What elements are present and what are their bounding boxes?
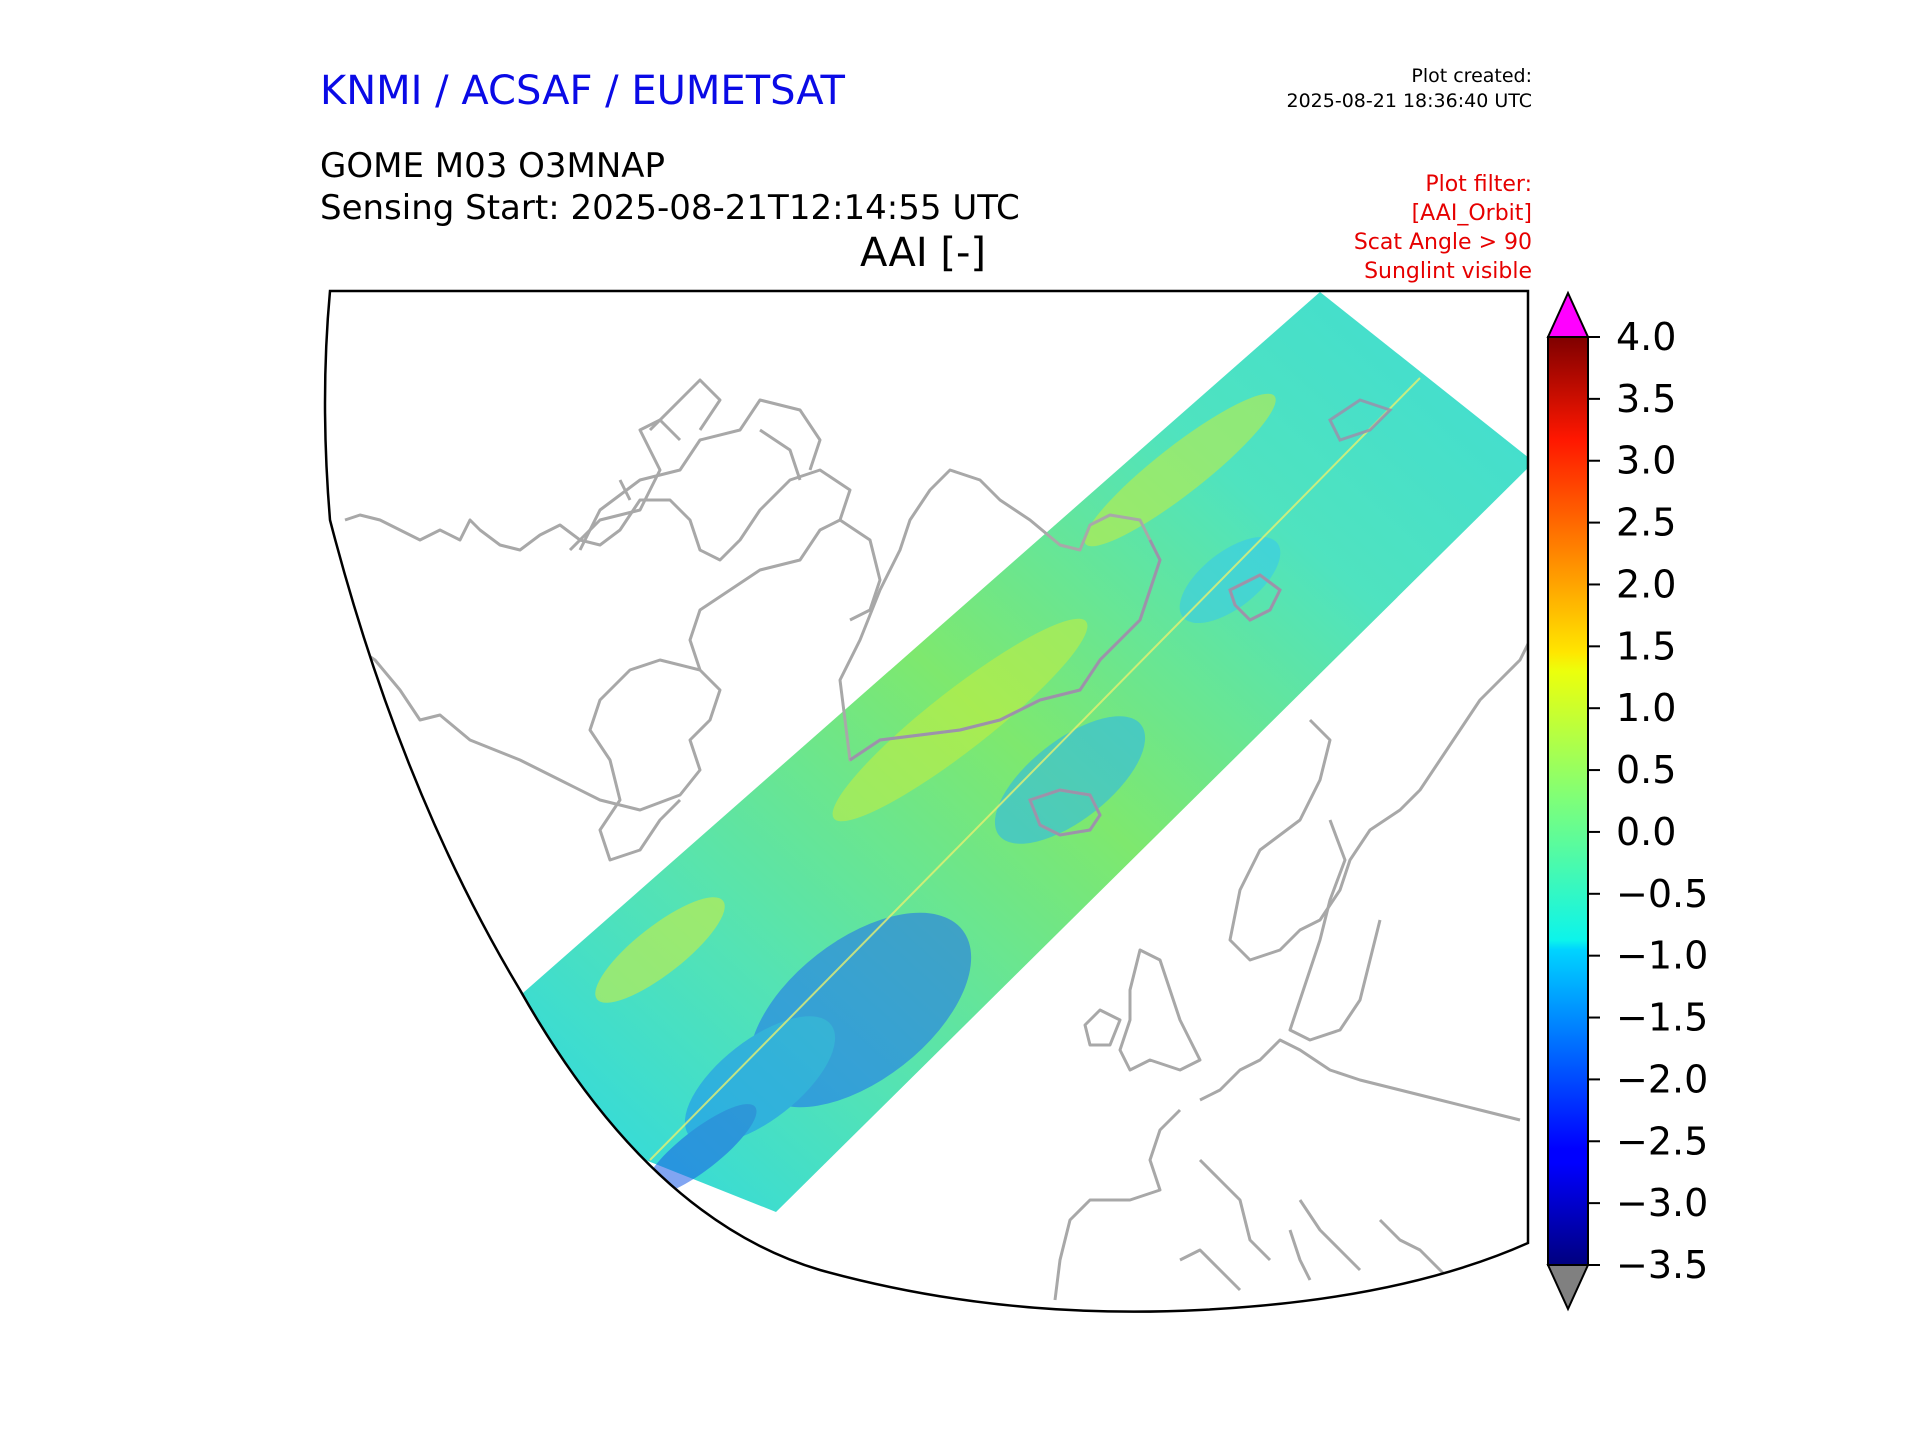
- coast-uk: [1083, 948, 1202, 1072]
- coast-hudson: [588, 658, 701, 862]
- map-area: [325, 291, 1528, 1312]
- plot-created-info: Plot created: 2025-08-21 18:36:40 UTC: [1287, 64, 1533, 114]
- colorbar-tick-label: 0.5: [1616, 748, 1676, 792]
- coast-europe-mainland: [1053, 1038, 1521, 1301]
- plot-created-time: 2025-08-21 18:36:40 UTC: [1286, 90, 1533, 112]
- colorbar-tick-label: 2.5: [1616, 501, 1676, 545]
- coast-north-america: [344, 468, 852, 812]
- colorbar: 4.0 3.5 3.0 2.5 2.0 1.5 1.0 0.5 0.0 −0.5 −1.0 −1.5 −…: [1546, 290, 1708, 1312]
- colorbar-tick-label: −0.5: [1616, 872, 1708, 916]
- colorbar-tick-label: 1.5: [1616, 624, 1676, 668]
- sensing-start: Sensing Start: 2025-08-21T12:14:55 UTC: [320, 188, 1020, 228]
- plot-created-label: Plot created:: [1411, 65, 1532, 87]
- organisation-title: KNMI / ACSAF / EUMETSAT: [320, 68, 845, 114]
- colorbar-tick-label: −3.0: [1616, 1181, 1708, 1225]
- filter-line: Plot filter:: [1425, 172, 1532, 197]
- swath-texture: [595, 393, 1281, 1196]
- variable-title: AAI [-]: [860, 230, 986, 276]
- colorbar-tick-label: −1.0: [1616, 934, 1708, 978]
- filter-line: [AAI_Orbit]: [1411, 201, 1532, 226]
- colorbar-tick-label: 3.0: [1616, 439, 1676, 483]
- filter-line: Sunglint visible: [1364, 259, 1532, 284]
- colorbar-tick-label: −2.5: [1616, 1119, 1708, 1163]
- colorbar-under-arrow: [1546, 1264, 1590, 1312]
- colorbar-tick-label: 2.0: [1616, 562, 1676, 606]
- colorbar-tick-label: 1.0: [1616, 686, 1676, 730]
- coast-alaska-side: [568, 418, 882, 622]
- product-name: GOME M03 O3MNAP: [320, 146, 666, 186]
- colorbar-tick-label: 3.5: [1616, 377, 1676, 421]
- map-boundary: [323, 289, 1530, 1313]
- colorbar-over-arrow: [1546, 290, 1590, 338]
- filter-line: Scat Angle > 90: [1353, 230, 1532, 255]
- plot-filter-info: Plot filter: [AAI_Orbit] Scat Angle > 90…: [1354, 170, 1532, 286]
- swath-coastlines: [849, 398, 1393, 837]
- swath-center-line: [649, 377, 1421, 1161]
- colorbar-tick-label: 0.0: [1616, 810, 1676, 854]
- colorbar-tick-label: −2.0: [1616, 1057, 1708, 1101]
- coast-baltic: [1288, 819, 1382, 1042]
- colorbar-tick-label: −3.5: [1616, 1243, 1708, 1287]
- coast-arctic-islands: [578, 378, 822, 551]
- colorbar-tick-label: 4.0: [1616, 315, 1676, 359]
- colorbar-ticks: 4.0 3.5 3.0 2.5 2.0 1.5 1.0 0.5 0.0 −0.5 −1.0 −1.5 −…: [1588, 315, 1708, 1287]
- colorbar-tick-label: −1.5: [1616, 996, 1708, 1040]
- colorbar-gradient: [1547, 336, 1589, 1266]
